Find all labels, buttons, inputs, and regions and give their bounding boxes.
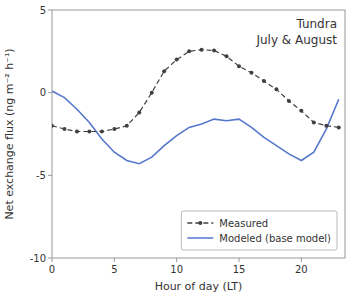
- series-marker: [175, 58, 179, 62]
- x-tick: [52, 258, 53, 262]
- y-tick: [48, 175, 52, 176]
- x-tick: [114, 258, 115, 262]
- series-marker: [87, 130, 91, 134]
- x-tick-label: 5: [111, 264, 117, 275]
- series-marker: [212, 49, 216, 53]
- series-marker: [324, 124, 328, 128]
- annotation: July & August: [255, 33, 337, 47]
- legend-marker: [198, 221, 202, 225]
- series-marker: [162, 69, 166, 73]
- series-marker: [274, 87, 278, 91]
- y-tick: [48, 92, 52, 93]
- chart: 0 5 10 15 20 -10 -5 0 5 Hour of day (LT) Net excha…: [0, 0, 355, 298]
- series-marker: [137, 111, 141, 115]
- series-marker: [52, 124, 54, 128]
- legend-label: Measured: [219, 218, 268, 229]
- legend: Measured Modeled (base model): [181, 211, 337, 250]
- series-marker: [62, 127, 66, 131]
- series-marker: [100, 130, 104, 134]
- series-marker: [337, 125, 341, 129]
- legend-box: [181, 211, 337, 250]
- annotation: Tundra: [295, 17, 337, 31]
- y-tick-label: -10: [30, 253, 46, 264]
- x-tick: [239, 258, 240, 262]
- x-tick: [301, 258, 302, 262]
- x-tick-label: 20: [295, 264, 308, 275]
- legend-label: Modeled (base model): [219, 233, 331, 244]
- series-marker: [75, 130, 79, 134]
- series-marker: [200, 48, 204, 52]
- legend-swatch: [187, 237, 213, 239]
- background: [0, 0, 355, 298]
- x-tick-label: 15: [233, 264, 246, 275]
- series-marker: [112, 127, 116, 131]
- y-tick: [48, 258, 52, 259]
- x-tick: [176, 258, 177, 262]
- series-marker: [225, 54, 229, 58]
- series-marker: [262, 79, 266, 83]
- y-tick-label: 0: [40, 87, 46, 98]
- series-marker: [312, 120, 316, 124]
- y-tick-label: 5: [40, 5, 46, 16]
- series-marker: [150, 91, 154, 95]
- series-marker: [237, 64, 241, 68]
- y-axis-label: Net exchange flux (ng m⁻² h⁻¹): [3, 48, 16, 219]
- y-tick: [48, 10, 52, 11]
- x-tick-label: 10: [170, 264, 183, 275]
- y-tick-label: -5: [36, 170, 46, 181]
- series-marker: [299, 109, 303, 113]
- x-axis-label: Hour of day (LT): [155, 280, 243, 293]
- x-tick-label: 0: [49, 264, 55, 275]
- series-line: [52, 50, 339, 132]
- plot-area: [52, 48, 341, 164]
- plot-frame: [52, 10, 345, 258]
- series-marker: [287, 99, 291, 103]
- series-marker: [125, 124, 129, 128]
- series-marker: [249, 71, 253, 75]
- series-line: [52, 91, 339, 164]
- series-marker: [187, 49, 191, 53]
